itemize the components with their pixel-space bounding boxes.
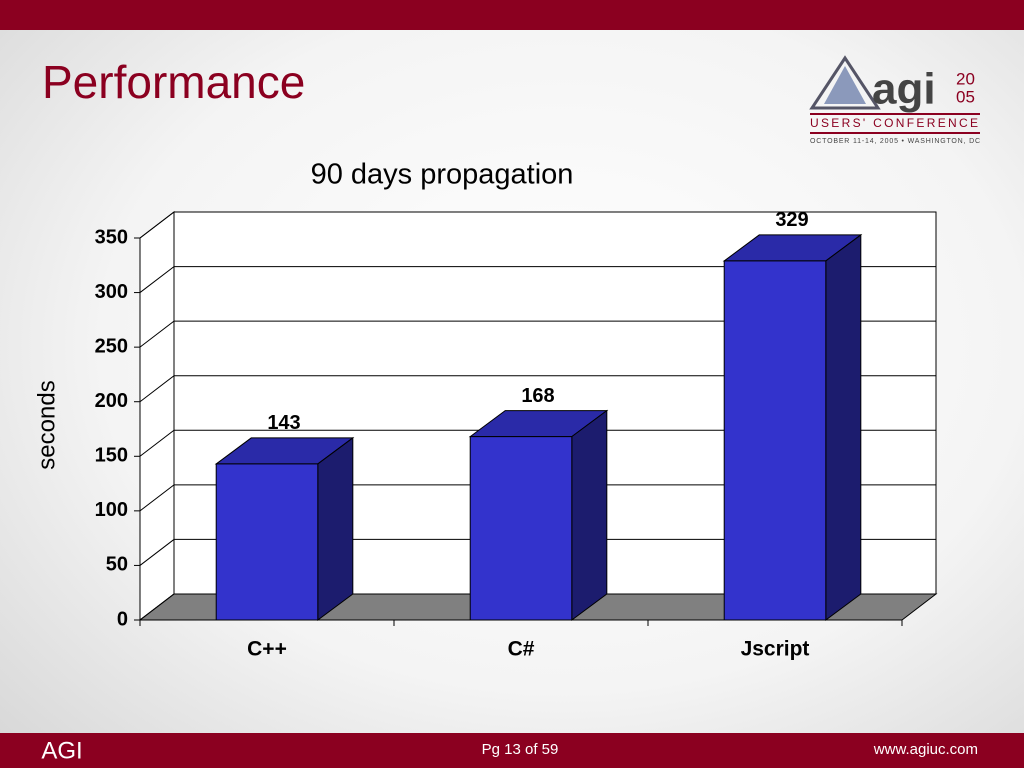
grid-line <box>139 266 936 293</box>
slide-title: Performance <box>42 56 305 108</box>
chart-title: 90 days propagation <box>311 159 574 191</box>
footer-right: www.agiuc.com <box>873 741 978 758</box>
value-label: 143 <box>267 412 300 434</box>
y-tick-label: 150 <box>95 445 128 467</box>
y-tick-label: 300 <box>95 281 128 303</box>
grid-line <box>139 429 936 457</box>
bar-side <box>317 436 354 621</box>
grid-line <box>139 211 936 239</box>
footer-center: Pg 13 of 59 <box>482 741 559 758</box>
side-wall <box>139 210 175 622</box>
y-tick-label: 350 <box>95 226 128 248</box>
grid-line <box>139 375 936 403</box>
logo-year: 05 <box>956 87 975 106</box>
bottom-bar <box>0 733 1024 768</box>
logo-year: 20 <box>956 69 975 88</box>
bar <box>723 260 827 621</box>
bar-side <box>571 409 608 621</box>
grid-line <box>139 484 936 512</box>
top-bar <box>0 0 1024 30</box>
y-tick-label: 250 <box>95 335 128 357</box>
y-tick-label: 100 <box>95 499 128 521</box>
x-tick-label: C++ <box>247 638 287 661</box>
bar-side <box>825 233 862 621</box>
y-axis-label: seconds <box>33 380 60 469</box>
grid-line <box>139 593 936 621</box>
grid-line <box>139 538 936 566</box>
y-tick-label: 0 <box>117 608 128 630</box>
value-label: 329 <box>775 209 808 231</box>
value-label: 168 <box>521 385 554 407</box>
grid-line <box>139 320 936 348</box>
y-tick-label: 50 <box>106 554 128 576</box>
logo-triangle <box>809 55 881 110</box>
logo: agi 20 05 USERS' CONFERENCE OCTOBER 11-1… <box>809 55 980 145</box>
x-tick-label: C# <box>508 638 535 661</box>
y-tick-label: 200 <box>95 390 128 412</box>
logo-triangle-fill <box>824 66 866 104</box>
bar <box>469 436 573 621</box>
logo-word: agi <box>872 65 936 114</box>
bar <box>215 463 319 621</box>
logo-line: OCTOBER 11-14, 2005 • WASHINGTON, DC <box>810 138 980 145</box>
x-tick-label: Jscript <box>741 638 810 661</box>
footer-left: AGI <box>41 737 82 764</box>
